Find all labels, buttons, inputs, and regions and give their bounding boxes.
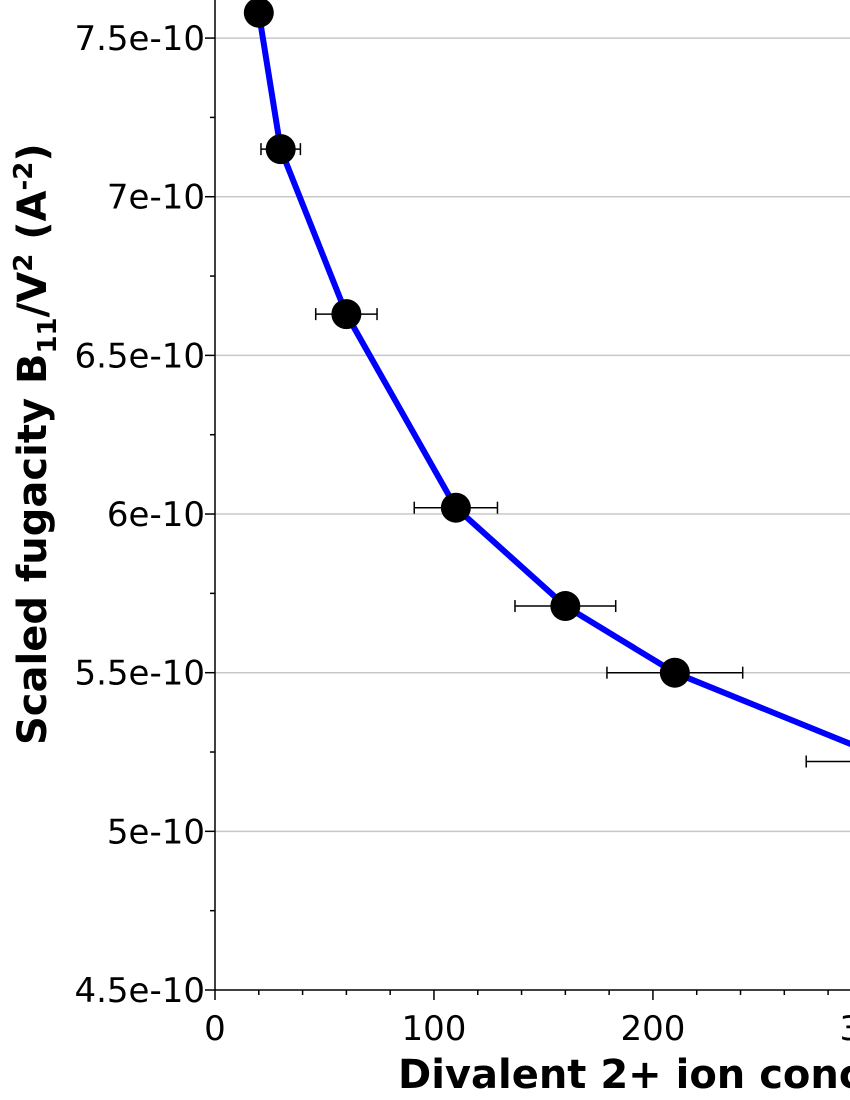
x-axis-title: Divalent 2+ ion concentration xyxy=(398,1052,850,1098)
x-tick-label: 100 xyxy=(402,1009,467,1049)
data-point xyxy=(265,134,296,165)
axis-layer xyxy=(205,0,850,1000)
y-axis-title-tail1: (A xyxy=(10,190,56,253)
error-bar xyxy=(805,755,850,768)
y-tick-label: 4.5e-10 xyxy=(74,971,205,1011)
y-tick-label: 7e-10 xyxy=(107,178,205,218)
data-point xyxy=(331,299,362,330)
x-tick-label: 200 xyxy=(620,1009,685,1049)
y-axis-title-main: Scaled fugacity B xyxy=(10,354,56,745)
y-axis-title-sub: 11 xyxy=(33,317,63,353)
data-point xyxy=(659,657,690,688)
error-bar-layer xyxy=(251,6,850,768)
marker-layer xyxy=(243,0,690,688)
x-tick-label: 300 xyxy=(839,1009,850,1049)
x-tick-label: 0 xyxy=(204,1009,226,1049)
data-point xyxy=(440,492,471,523)
y-tick-label: 5.5e-10 xyxy=(74,654,205,694)
data-point xyxy=(550,591,581,622)
y-axis-title-sup2: -2 xyxy=(9,162,39,191)
series-line xyxy=(255,12,850,748)
y-tick-label: 5e-10 xyxy=(107,812,205,852)
label-layer: 4.5e-10 5e-10 5.5e-10 6e-10 6.5e-10 7e-10 7.5e… xyxy=(74,19,850,1049)
y-axis-title-mid: /V xyxy=(10,272,56,318)
grid-layer xyxy=(215,37,850,833)
data-point xyxy=(243,0,274,28)
y-tick-label: 6.5e-10 xyxy=(74,336,205,376)
y-tick-label: 6e-10 xyxy=(107,495,205,535)
y-axis-title-tail2: ) xyxy=(10,143,56,161)
y-tick-label: 7.5e-10 xyxy=(74,19,205,59)
y-axis-title-sup: 2 xyxy=(9,254,39,272)
y-axis-title: Scaled fugacity B11/V2 (A-2) xyxy=(9,143,63,745)
series-layer xyxy=(255,12,850,748)
